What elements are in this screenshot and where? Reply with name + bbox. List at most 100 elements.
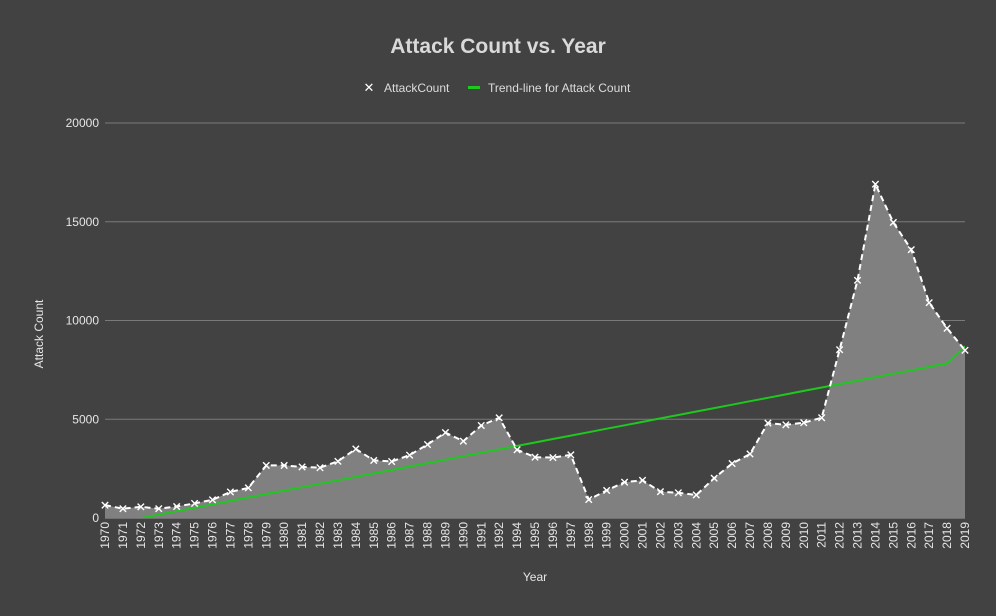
data-point-marker[interactable] [531,453,539,461]
data-point-marker[interactable] [871,180,880,188]
data-point-marker[interactable] [172,502,181,511]
x-tick-label: 1972 [134,522,148,549]
x-tick-label: 2009 [779,522,793,549]
attack-count-area [105,184,965,518]
x-tick-label: 1998 [582,522,596,549]
x-tick-label: 2007 [743,522,757,549]
legend-label-trendline: Trend-line for Attack Count [488,81,631,95]
data-point-marker[interactable] [961,346,969,354]
data-point-marker[interactable] [244,484,253,492]
data-point-marker[interactable] [567,451,575,459]
data-point-marker[interactable] [423,440,432,449]
data-point-marker[interactable] [620,478,629,486]
x-tick-label: 2019 [958,522,972,549]
x-axis-ticks: 1970 1971 1972 1973 1974 1975 1976 1977 1978 1979… [98,522,972,549]
x-tick-label: 1985 [367,522,381,549]
x-tick-label: 1986 [385,522,399,549]
trend-line [135,345,965,518]
x-tick-label: 1978 [241,522,255,549]
data-point-marker[interactable] [638,476,647,485]
data-point-marker[interactable] [190,499,199,508]
y-tick-label: 10000 [66,314,100,328]
data-point-marker[interactable] [925,299,933,307]
data-point-marker[interactable] [800,418,808,427]
data-point-marker[interactable] [477,421,485,430]
x-axis-title: Year [523,570,547,584]
x-tick-label: 1997 [564,522,578,549]
x-tick-label: 2011 [815,522,829,548]
x-tick-label: 1991 [474,522,488,549]
x-tick-label: 2012 [833,522,847,549]
x-tick-label: 1970 [98,522,112,549]
data-point-marker[interactable] [549,453,557,462]
x-tick-label: 1980 [277,522,291,549]
legend-item-attackcount[interactable]: ✕ AttackCount [364,80,450,95]
data-point-marker[interactable] [835,345,844,354]
x-tick-label: 2005 [707,522,721,549]
x-tick-label: 1979 [259,522,273,549]
x-tick-label: 1975 [188,522,202,549]
data-point-marker[interactable] [853,276,862,284]
data-point-marker[interactable] [137,503,145,511]
legend-marker-trendline-icon [468,86,480,89]
data-point-marker[interactable] [119,505,127,513]
x-tick-label: 2010 [797,522,811,549]
x-tick-label: 2000 [618,522,632,549]
data-point-marker[interactable] [585,495,593,504]
data-point-marker[interactable] [710,474,718,482]
data-point-marker[interactable] [280,461,288,470]
data-point-marker[interactable] [746,450,754,458]
x-tick-label: 2018 [940,522,954,549]
data-point-marker[interactable] [387,457,396,466]
data-point-marker[interactable] [692,491,700,499]
data-point-marker[interactable] [101,501,109,509]
x-tick-label: 2004 [689,522,703,549]
data-point-marker[interactable] [316,464,324,472]
x-tick-label: 2013 [851,522,865,549]
data-point-marker[interactable] [262,461,270,470]
data-point-marker[interactable] [226,488,235,496]
x-tick-label: 2003 [671,522,685,549]
data-point-marker[interactable] [155,504,163,513]
data-point-marker[interactable] [459,437,468,445]
data-point-marker[interactable] [334,457,342,466]
x-tick-label: 2001 [636,522,650,549]
data-point-marker[interactable] [513,446,521,454]
x-tick-label: 1989 [438,522,452,549]
x-tick-label: 2015 [886,522,900,549]
data-point-marker[interactable] [782,421,790,429]
y-tick-label: 5000 [72,412,99,426]
data-point-marker[interactable] [495,414,503,422]
data-point-marker[interactable] [764,419,772,427]
x-tick-label: 1981 [295,522,309,549]
x-tick-label: 1996 [546,522,560,549]
attack-count-area-fill [105,184,965,518]
data-point-marker[interactable] [405,451,414,459]
x-tick-label: 2017 [922,522,936,549]
data-point-marker[interactable] [352,445,360,453]
legend-label-attackcount: AttackCount [384,81,450,95]
data-point-marker[interactable] [889,218,898,227]
data-point-marker[interactable] [656,487,665,496]
x-tick-label: 1974 [170,522,184,549]
data-point-marker[interactable] [370,456,378,465]
x-tick-label: 1973 [152,522,166,549]
x-tick-label: 2016 [904,522,918,549]
data-point-marker[interactable] [298,463,306,471]
x-tick-label: 1994 [510,522,524,549]
data-point-marker[interactable] [674,489,683,497]
legend-item-trendline[interactable]: Trend-line for Attack Count [468,81,631,95]
x-tick-label: 1995 [528,522,542,549]
data-point-marker[interactable] [208,496,217,504]
data-point-marker[interactable] [817,414,826,422]
data-point-marker[interactable] [728,459,736,468]
data-point-marker[interactable] [907,245,915,254]
y-tick-label: 20000 [66,116,100,130]
data-point-marker[interactable] [943,324,951,332]
x-tick-label: 1988 [421,522,435,549]
x-tick-label: 1977 [223,522,237,549]
data-point-marker[interactable] [441,428,450,437]
data-point-marker[interactable] [602,486,611,495]
x-tick-label: 1971 [116,522,130,549]
